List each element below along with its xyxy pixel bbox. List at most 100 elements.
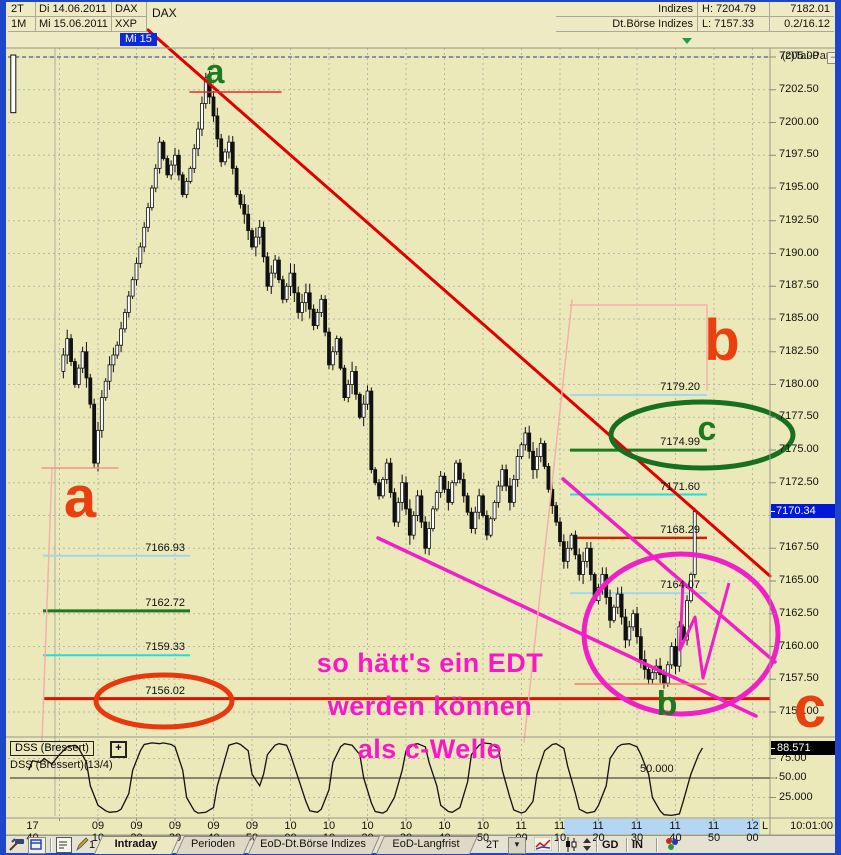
axis-tick [771,747,775,749]
chevron-down-icon[interactable]: ▼ [508,837,526,854]
color-clubs-icon[interactable] [664,837,680,855]
magenta-zigzag [678,581,731,680]
index-group-label: Dt.Börse Indizes [556,17,698,32]
pencil-icon[interactable] [75,837,89,855]
price-axis-tick: 7187.50 [779,279,819,292]
price-axis-tick: 7175.00 [779,443,819,455]
window-border-right [835,0,841,855]
annotation-line: werden können [327,691,533,721]
candle-body [238,194,243,205]
candle-body [265,256,270,287]
candle-body [415,495,420,516]
candle-body [307,292,312,310]
price-axis-tick: 7185.00 [779,312,819,324]
candle-body [203,77,208,104]
chart-type-icon[interactable] [533,836,553,855]
candle-body [250,230,254,248]
in-indicator-button[interactable]: IN [632,839,643,851]
candle-body [488,518,493,536]
window-border-bottom [0,853,841,855]
candle-body [192,148,197,169]
candle-body [169,164,174,176]
dss-parameter-label: DSS (Bressert)(13/4) [10,759,113,771]
pink-left-vertical [41,467,53,743]
tools-hammer-icon[interactable] [8,837,26,855]
candle-body [350,370,355,385]
window-border-left [0,0,6,855]
candle-body [134,262,139,281]
candle-body [277,259,281,281]
candle-body [119,328,123,346]
candle-body [438,475,443,493]
period-selector[interactable]: 2T [486,839,499,851]
price-axis-tick: 7205.00 [779,50,819,62]
pre-session-candle [10,54,17,114]
time-axis-label: 11 50 [707,820,721,844]
time-axis-label: 12 00 [746,820,759,844]
notes-icon[interactable] [56,837,72,853]
green-triangle-marker [682,38,692,44]
tab-eod-dt-boerse-indizes[interactable]: EoD-Dt.Börse Indizes [247,836,381,854]
time-axis-label: 11 30 [630,820,644,844]
candle-body [627,626,632,641]
candle-body [226,141,231,153]
candle-body [165,158,170,176]
candle-body [123,312,127,330]
magenta-wedge-lower [376,536,758,718]
selected-day-badge[interactable]: Mi 15 [120,33,157,46]
price-axis-tick: 7167.50 [779,541,819,554]
candle-body [138,246,143,264]
candle-body [515,456,520,480]
candle-body [369,390,374,471]
candle-body [142,226,147,248]
tab-eod-langfrist[interactable]: EoD-Langfrist [375,836,479,854]
dss-axis-tick: 50.00 [779,771,807,783]
quote-value: 7182.01 [770,2,834,17]
candle-body [200,103,204,130]
current-price-badge: 7170.34 [771,504,839,519]
candle-body [338,338,343,369]
red-downtrend-line [146,28,772,578]
index-group-label: Indizes [556,2,698,17]
pencil-count: 1 [89,839,96,851]
tab-intraday[interactable]: Intraday [93,836,181,854]
candle-body [173,154,177,166]
candle-body [434,492,439,510]
period-dropdown-button[interactable]: ▼ [508,837,526,854]
candle-body [273,259,278,274]
candle-body [577,554,582,575]
candle-body [511,479,516,503]
candle-body [211,96,216,117]
candle-body [558,521,562,543]
window-layout-icon[interactable] [28,837,46,854]
toolbar-separator [656,838,658,852]
candle-body [315,312,320,326]
candle-body [365,390,370,405]
gd-indicator-button[interactable]: GD [602,839,619,851]
dss-value-badge: 88.571 [771,740,838,755]
price-axis-tick: 7195.00 [779,181,819,193]
candle-body [99,397,104,431]
candle-body [377,482,381,497]
candle-body [581,560,585,575]
candle-body [84,351,89,379]
candlestick-style-icon[interactable] [564,837,578,855]
candle-body [546,465,551,490]
price-level-label: 7159.33 [145,641,185,654]
price-axis-tick: 7155.00 [779,705,819,717]
candle-body [400,482,405,503]
scale-updown-icon[interactable] [582,837,592,855]
dss-50-line-label: 50.000 [640,763,674,775]
candle-body [146,207,150,228]
dss-indicator-label[interactable]: DSS (Bressert) [10,741,94,756]
candle-body [523,432,528,446]
candle-body [692,511,697,575]
candle-body [126,295,131,313]
dss-add-button[interactable]: + [110,741,127,758]
candle-body [388,462,393,493]
candle-body [234,167,239,195]
candle-body [373,469,378,484]
tab-perioden[interactable]: Perioden [175,836,253,854]
candle-body [465,495,470,513]
candle-body [153,167,158,189]
